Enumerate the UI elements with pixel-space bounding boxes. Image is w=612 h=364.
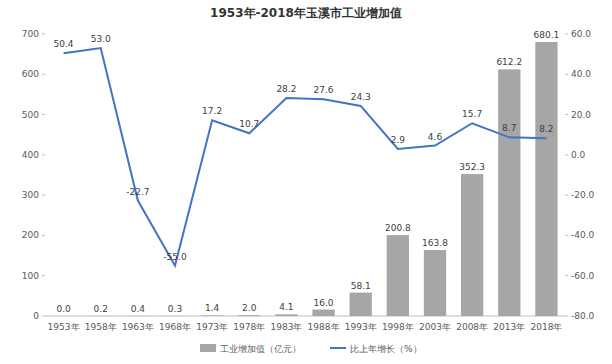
legend: 工业增加值（亿元） 比上年增长（%） (200, 344, 422, 354)
bar (498, 69, 520, 316)
y-tick-label: 500 (22, 110, 39, 120)
x-tick-label: 2003年 (419, 322, 451, 332)
x-tick-label: 1968年 (159, 322, 191, 332)
y-tick-label: 0 (33, 311, 39, 321)
bar (312, 310, 334, 316)
bar-label: 58.1 (351, 281, 371, 291)
y2-tick (565, 34, 568, 35)
y-tick (42, 235, 45, 236)
line-label: 10.7 (239, 119, 259, 129)
bar (387, 235, 409, 316)
bar-label: 1.4 (205, 303, 220, 313)
x-tick-label: 2018年 (530, 322, 562, 332)
legend-label: 工业增加值（亿元） (220, 344, 301, 354)
bar-label: 352.3 (459, 162, 485, 172)
line (64, 48, 547, 266)
bar (52, 316, 74, 317)
bar-label: 2.0 (242, 303, 257, 313)
data-labels: 0.0 0.2 0.4 0.3 1.4 2.0 4.1 16.0 58.1 200.8 163.8 3… (54, 30, 560, 314)
y-tick (42, 154, 45, 155)
bar (535, 42, 557, 316)
y-tick-label: 400 (22, 150, 39, 160)
bar (461, 174, 483, 316)
bar-label: 612.2 (496, 57, 522, 67)
x-tick-label: 1953年 (48, 322, 80, 332)
title: 1953年-2018年玉溪市工业增加值 (210, 6, 402, 20)
bar (350, 293, 372, 316)
x-tick-label: 1973年 (196, 322, 228, 332)
y2-tick-label: -20.0 (571, 190, 595, 200)
x-tick-label: 1983年 (270, 322, 302, 332)
legend-swatch (330, 347, 346, 349)
bar-label: 200.8 (385, 223, 411, 233)
y2-tick-label: -80.0 (571, 311, 595, 321)
x-tick-label: 2008年 (456, 322, 488, 332)
bar-label: 4.1 (279, 302, 293, 312)
bar-label: 163.8 (422, 238, 448, 248)
y-tick (42, 195, 45, 196)
y2-tick-label: 0.0 (571, 150, 586, 160)
x-axis (45, 316, 565, 317)
y2-tick-label: -40.0 (571, 230, 595, 240)
bar-label: 0.2 (94, 304, 108, 314)
bar (424, 250, 446, 316)
line-label: 8.2 (539, 124, 553, 134)
y2-tick (565, 235, 568, 236)
bar-label: 16.0 (314, 298, 334, 308)
bar (90, 315, 112, 316)
bar (275, 314, 297, 316)
chart: 1953年-2018年玉溪市工业增加值 0 100 200 300 400 500 600 70… (0, 0, 612, 364)
y2-tick (565, 154, 568, 155)
y-tick (42, 74, 45, 75)
line-label: 27.6 (314, 85, 334, 95)
x-tick-label: 1958年 (85, 322, 117, 332)
x-tick-label: 1998年 (382, 322, 414, 332)
line-label: 15.7 (462, 109, 482, 119)
plot-area (64, 42, 558, 316)
x-tick-label: 2013年 (493, 322, 525, 332)
y2-tick (565, 74, 568, 75)
bar (164, 315, 186, 316)
line-label: 53.0 (91, 34, 111, 44)
bar-label: 0.4 (131, 304, 146, 314)
line-label: 17.2 (202, 106, 222, 116)
bar-label: 680.1 (534, 30, 560, 40)
bar-label: 0.0 (56, 304, 71, 314)
bar-label: 0.3 (168, 304, 182, 314)
y2-tick-label: 20.0 (571, 110, 591, 120)
line-label: -22.7 (126, 187, 149, 197)
bar (238, 315, 260, 316)
x-tick-label: 1963年 (122, 322, 154, 332)
y-tick (42, 275, 45, 276)
x-tick-label: 1978年 (233, 322, 265, 332)
line-label: 4.6 (428, 132, 443, 142)
line-label: 24.3 (351, 92, 371, 102)
y2-tick (565, 114, 568, 115)
line-label: 28.2 (276, 84, 296, 94)
y2-tick (565, 275, 568, 276)
x-tick-label: 1988年 (308, 322, 340, 332)
y-tick-label: 300 (22, 190, 39, 200)
y-tick-label: 100 (22, 271, 39, 281)
y2-tick-label: 40.0 (571, 69, 591, 79)
y2-tick-label: -60.0 (571, 271, 595, 281)
y-tick (42, 114, 45, 115)
bar (127, 315, 149, 316)
y-tick (42, 316, 45, 317)
legend-label: 比上年增长（%） (350, 344, 422, 354)
y-tick-label: 200 (22, 230, 39, 240)
x-tick-label: 1993年 (345, 322, 377, 332)
y2-tick (565, 195, 568, 196)
y-tick-label: 700 (22, 29, 39, 39)
line-label: 2.9 (391, 135, 406, 145)
line-label: -55.0 (163, 252, 187, 262)
y-tick-label: 600 (22, 69, 39, 79)
y-tick (42, 34, 45, 35)
y2-tick-label: 60.0 (571, 29, 591, 39)
y2-tick (565, 316, 568, 317)
legend-swatch (200, 344, 216, 352)
line-label: 8.7 (502, 123, 516, 133)
bar (201, 315, 223, 316)
line-label: 50.4 (54, 39, 74, 49)
